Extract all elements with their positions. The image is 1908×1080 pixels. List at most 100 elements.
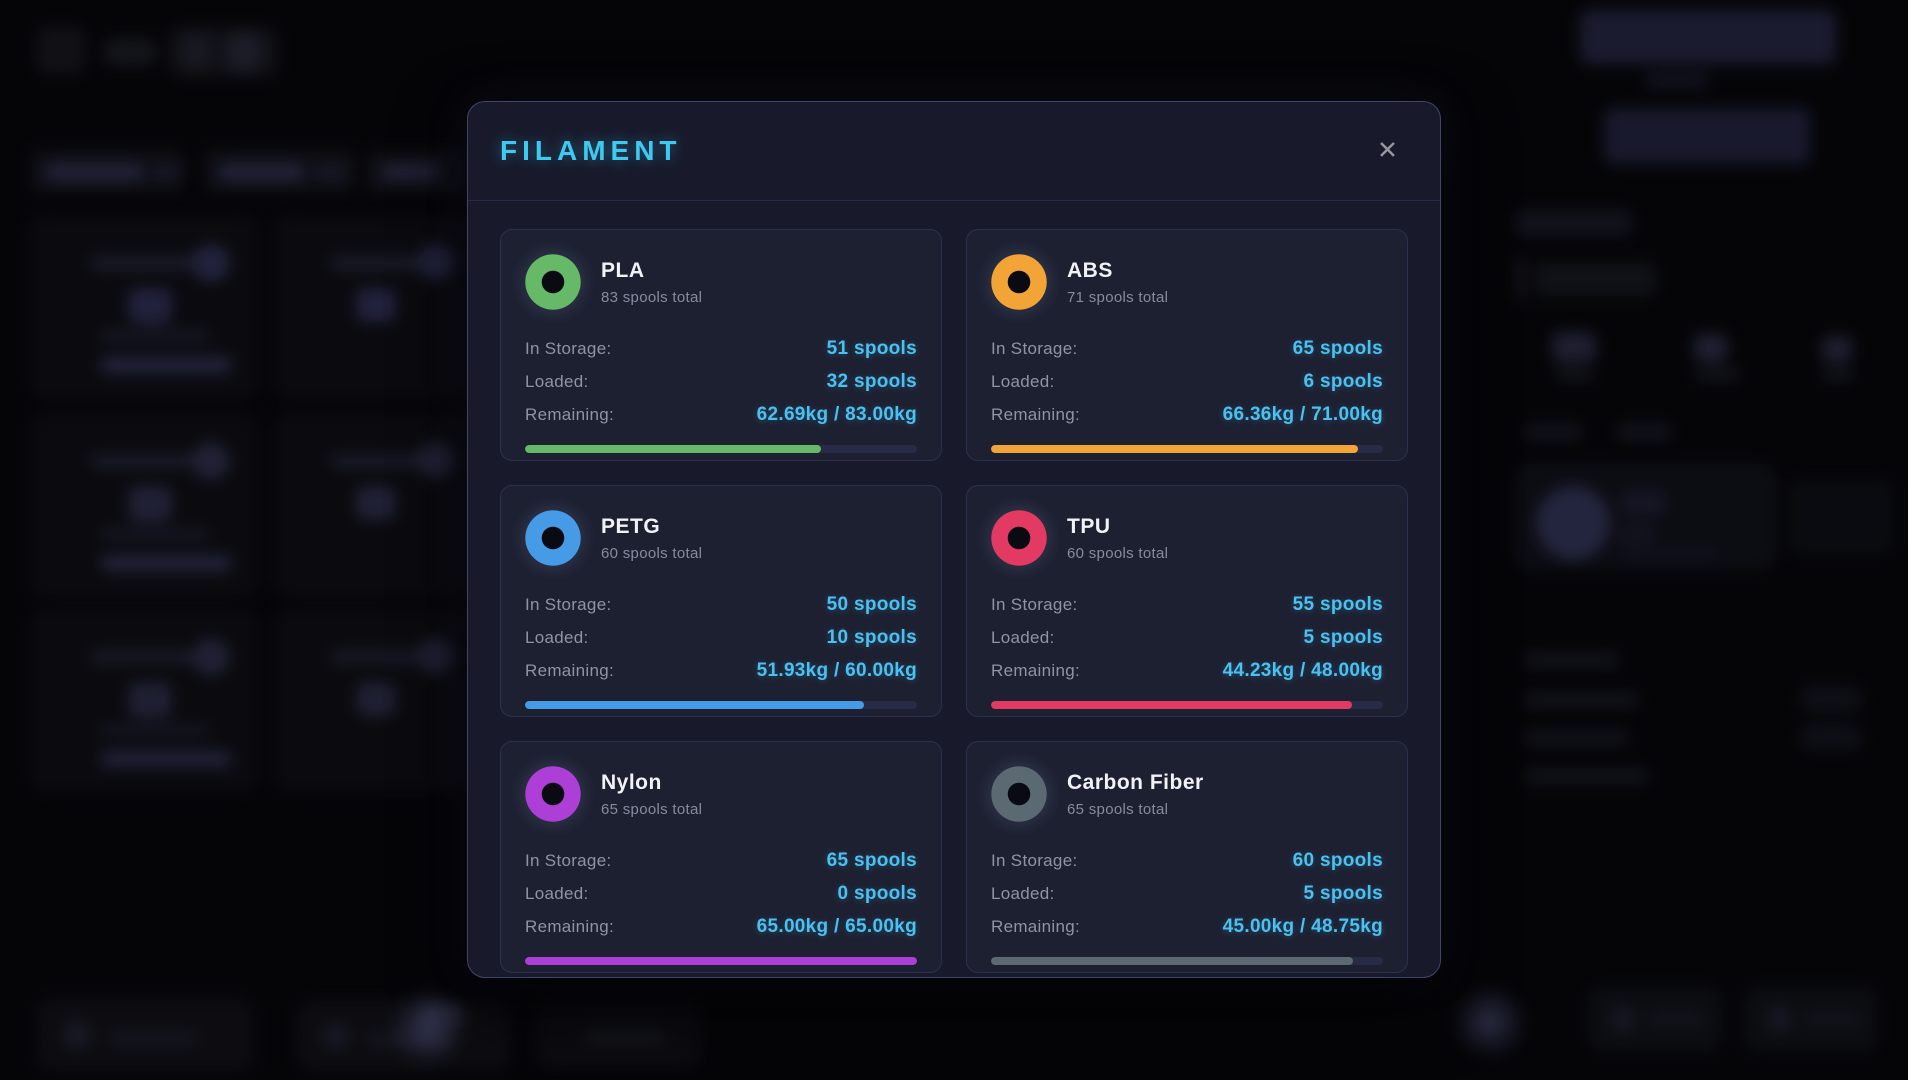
background-shape bbox=[90, 256, 210, 270]
remaining-row: Remaining: 45.00kg / 48.75kg bbox=[991, 910, 1383, 943]
remaining-row: Remaining: 65.00kg / 65.00kg bbox=[525, 910, 917, 943]
loaded-label: Loaded: bbox=[525, 371, 589, 391]
background-shape bbox=[100, 554, 232, 572]
loaded-value: 0 spools bbox=[837, 882, 917, 904]
loaded-value: 5 spools bbox=[1303, 626, 1383, 648]
card-header: ABS 71 spools total bbox=[991, 254, 1383, 310]
filament-total: 60 spools total bbox=[601, 544, 703, 562]
background-shape bbox=[62, 1020, 92, 1050]
background-shape bbox=[100, 724, 210, 736]
remaining-progress-track bbox=[525, 957, 917, 965]
background-shape bbox=[1696, 368, 1740, 380]
remaining-progress-fill bbox=[991, 701, 1353, 709]
loaded-row: Loaded: 32 spools bbox=[525, 365, 917, 398]
remaining-value: 66.36kg / 71.00kg bbox=[1222, 403, 1383, 425]
background-shape bbox=[356, 486, 396, 520]
filament-card-grid: PLA 83 spools total In Storage: 51 spool… bbox=[468, 201, 1440, 977]
background-shape bbox=[1822, 368, 1854, 380]
background-shape bbox=[224, 32, 264, 72]
remaining-value: 45.00kg / 48.75kg bbox=[1222, 915, 1383, 937]
remaining-label: Remaining: bbox=[525, 916, 614, 936]
close-icon[interactable]: ✕ bbox=[1377, 136, 1398, 165]
background-shape bbox=[1534, 262, 1656, 296]
background-shape bbox=[100, 330, 210, 342]
background-shape bbox=[1524, 652, 1619, 668]
filament-modal: FILAMENT ✕ PLA 83 spools total In Storag… bbox=[467, 101, 1441, 978]
modal-header: FILAMENT ✕ bbox=[468, 102, 1440, 201]
background-shape bbox=[1580, 10, 1836, 64]
background-shape bbox=[1556, 368, 1594, 380]
background-shape bbox=[1804, 1012, 1860, 1026]
filament-total: 60 spools total bbox=[1067, 544, 1169, 562]
filament-total: 65 spools total bbox=[601, 800, 703, 818]
remaining-row: Remaining: 51.93kg / 60.00kg bbox=[525, 654, 917, 687]
remaining-progress-fill bbox=[525, 445, 821, 453]
background-shape bbox=[380, 163, 440, 181]
loaded-value: 32 spools bbox=[826, 370, 917, 392]
filament-spool-icon bbox=[991, 766, 1047, 822]
background-shape bbox=[1524, 730, 1629, 746]
remaining-label: Remaining: bbox=[991, 916, 1080, 936]
background-shape bbox=[180, 34, 214, 68]
filament-spool-icon bbox=[991, 254, 1047, 310]
background-shape bbox=[150, 164, 180, 180]
in-storage-value: 55 spools bbox=[1292, 593, 1383, 615]
background-shape bbox=[322, 1022, 350, 1050]
filament-name: ABS bbox=[1067, 258, 1113, 282]
card-header: Nylon 65 spools total bbox=[525, 766, 917, 822]
in-storage-row: In Storage: 55 spools bbox=[991, 588, 1383, 621]
background-shape bbox=[312, 164, 348, 180]
background-shape bbox=[585, 1030, 665, 1044]
background-shape bbox=[102, 38, 158, 66]
background-shape bbox=[192, 638, 230, 676]
card-header: PLA 83 spools total bbox=[525, 254, 917, 310]
loaded-value: 10 spools bbox=[826, 626, 917, 648]
background-shape bbox=[217, 162, 305, 182]
filament-spool-icon bbox=[525, 254, 581, 310]
background-shape bbox=[1604, 108, 1810, 164]
background-shape bbox=[108, 1030, 200, 1046]
background-shape bbox=[128, 486, 172, 522]
background-shape bbox=[418, 442, 454, 478]
remaining-label: Remaining: bbox=[991, 660, 1080, 680]
background-glow bbox=[1452, 984, 1528, 1060]
background-shape bbox=[100, 356, 232, 374]
background-shape bbox=[1524, 692, 1639, 708]
background-shape bbox=[1517, 256, 1523, 302]
in-storage-row: In Storage: 65 spools bbox=[991, 332, 1383, 365]
background-shape bbox=[1616, 424, 1672, 440]
filament-name: PLA bbox=[601, 258, 645, 282]
filament-total: 71 spools total bbox=[1067, 288, 1169, 306]
remaining-progress-fill bbox=[991, 445, 1358, 453]
loaded-label: Loaded: bbox=[525, 883, 589, 903]
in-storage-label: In Storage: bbox=[991, 850, 1078, 870]
filament-total: 83 spools total bbox=[601, 288, 703, 306]
loaded-row: Loaded: 5 spools bbox=[991, 621, 1383, 654]
in-storage-row: In Storage: 50 spools bbox=[525, 588, 917, 621]
loaded-row: Loaded: 6 spools bbox=[991, 365, 1383, 398]
filament-name: Nylon bbox=[601, 770, 662, 794]
in-storage-label: In Storage: bbox=[991, 594, 1078, 614]
remaining-progress-track bbox=[991, 445, 1383, 453]
background-shape bbox=[44, 162, 144, 182]
background-shape bbox=[90, 650, 210, 664]
background-shape bbox=[1648, 1012, 1704, 1026]
background-shape bbox=[128, 288, 172, 324]
background-shape bbox=[1766, 1006, 1792, 1032]
background-shape bbox=[1524, 424, 1582, 440]
loaded-row: Loaded: 0 spools bbox=[525, 877, 917, 910]
in-storage-value: 65 spools bbox=[1292, 337, 1383, 359]
background-shape bbox=[420, 1002, 464, 1026]
filament-name: PETG bbox=[601, 514, 661, 538]
background-shape bbox=[36, 26, 86, 74]
filament-name: Carbon Fiber bbox=[1067, 770, 1204, 794]
filament-spool-icon bbox=[991, 510, 1047, 566]
background-shape bbox=[100, 750, 232, 768]
background-shape bbox=[330, 650, 430, 664]
remaining-progress-track bbox=[525, 701, 917, 709]
in-storage-row: In Storage: 65 spools bbox=[525, 844, 917, 877]
remaining-value: 65.00kg / 65.00kg bbox=[756, 915, 917, 937]
background-shape bbox=[356, 288, 396, 322]
filament-card: PETG 60 spools total In Storage: 50 spoo… bbox=[500, 485, 942, 717]
card-header: Carbon Fiber 65 spools total bbox=[991, 766, 1383, 822]
